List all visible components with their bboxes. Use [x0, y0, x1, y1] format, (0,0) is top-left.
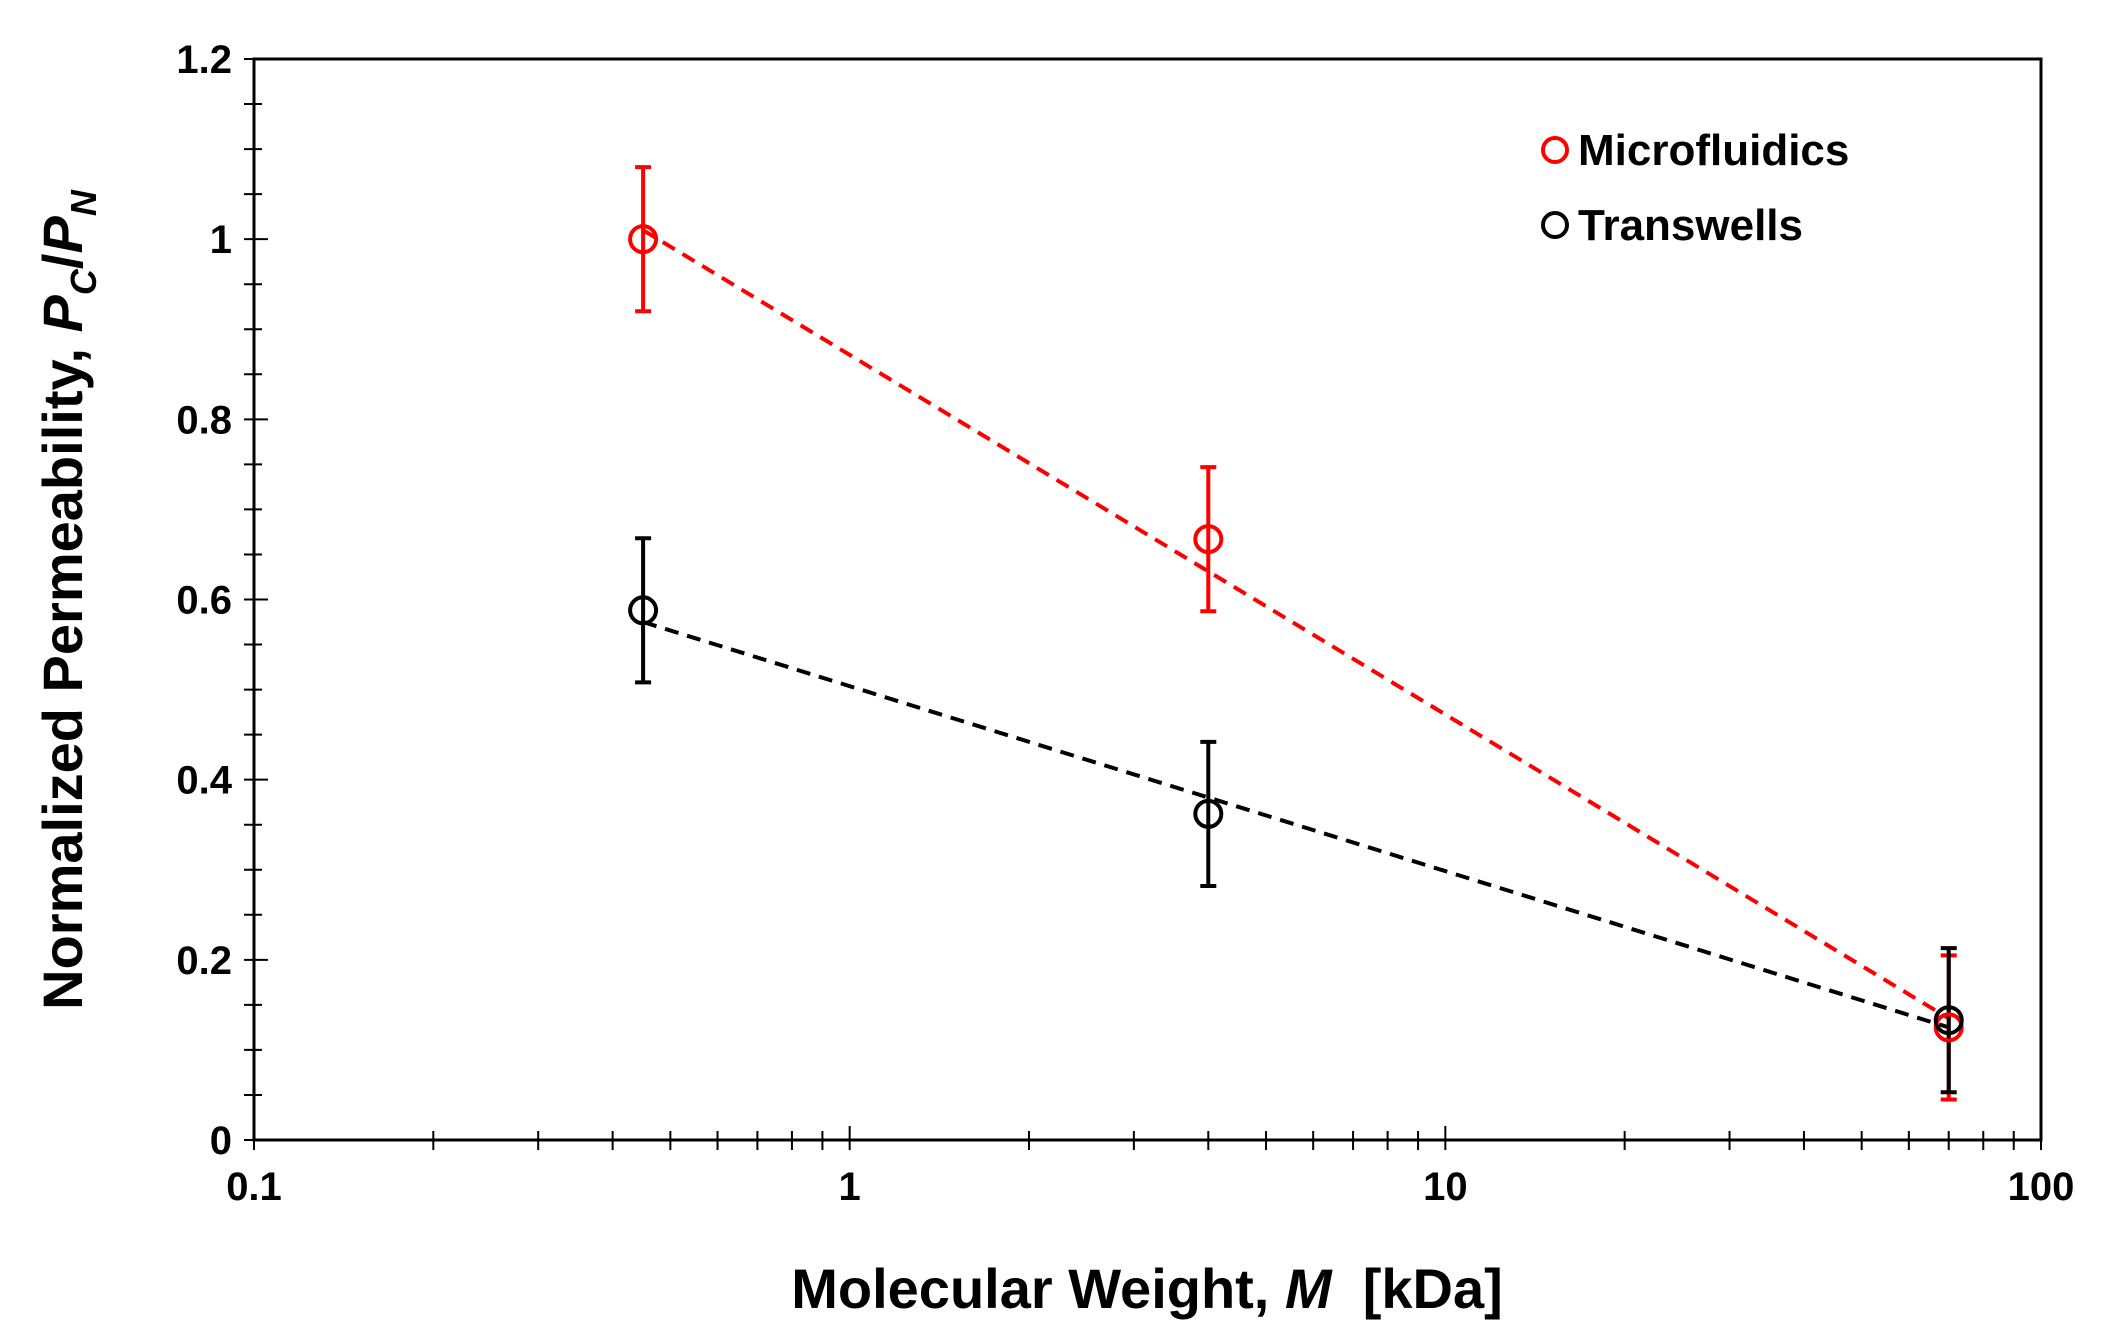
- data-point-microfluidics: [1193, 524, 1224, 555]
- legend-label-transwells: Transwells: [1578, 201, 1803, 250]
- x-tick-labels: 0.1 1 10 100: [226, 1165, 2074, 1209]
- data-point-transwells: [628, 595, 659, 626]
- y-tick-label: 1.2: [176, 38, 232, 82]
- data-point-microfluidics: [628, 224, 659, 255]
- legend-marker-microfluidics: [1541, 136, 1569, 164]
- fit-lines: [642, 228, 1950, 1030]
- y-tick-label: 0: [210, 1119, 232, 1163]
- y-tick-labels: 0 0.2 0.4 0.6 0.8 1 1.2: [176, 38, 232, 1163]
- y-tick-label: 0.2: [176, 939, 232, 983]
- data-point-transwells: [1193, 798, 1224, 829]
- y-axis-title: Normalized Permeability, PC/PN: [31, 189, 104, 1010]
- data-markers: [628, 224, 1964, 1043]
- y-tick-label: 0.4: [176, 759, 232, 803]
- x-tick-label: 100: [2008, 1165, 2075, 1209]
- legend-marker-transwells: [1541, 211, 1569, 239]
- x-axis-title: Molecular Weight, M [kDa]: [791, 1257, 1503, 1320]
- y-tick-label: 0.8: [176, 398, 232, 442]
- y-tick-label: 0.6: [176, 579, 232, 623]
- error-bars: [635, 165, 1957, 1102]
- data-point-transwells: [1933, 1005, 1964, 1036]
- x-tick-label: 10: [1423, 1165, 1468, 1209]
- fit-line-microfluidics: [642, 228, 1950, 1021]
- x-tick-label: 1: [839, 1165, 861, 1209]
- y-tick-label: 1: [210, 218, 232, 262]
- legend: Microfluidics Transwells: [1541, 126, 1849, 250]
- fit-line-transwells: [642, 620, 1950, 1030]
- legend-label-microfluidics: Microfluidics: [1578, 126, 1849, 175]
- axis-ticks: [244, 58, 2042, 1150]
- x-tick-label: 0.1: [226, 1165, 282, 1209]
